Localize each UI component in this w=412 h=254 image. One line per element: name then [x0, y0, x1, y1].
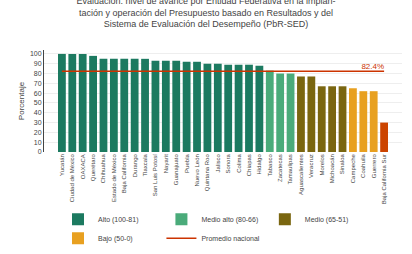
svg-text:Campeche: Campeche [350, 154, 356, 184]
svg-text:100: 100 [30, 50, 42, 57]
svg-text:Aguascalientes: Aguascalientes [298, 154, 304, 195]
svg-text:Medio (65-51): Medio (65-51) [305, 216, 349, 224]
svg-text:Durango: Durango [132, 154, 138, 178]
svg-text:82.4%: 82.4% [361, 62, 384, 71]
svg-text:20: 20 [34, 129, 42, 136]
svg-text:90: 90 [34, 60, 42, 67]
svg-text:Coahuila: Coahuila [360, 154, 366, 178]
svg-text:Querétaro: Querétaro [90, 154, 96, 182]
svg-text:80: 80 [34, 70, 42, 77]
svg-text:50: 50 [34, 99, 42, 106]
svg-text:Porcentaje: Porcentaje [17, 81, 26, 120]
svg-text:70: 70 [34, 80, 42, 87]
svg-text:Baja California: Baja California [121, 154, 127, 194]
svg-text:Morelos: Morelos [319, 154, 325, 175]
svg-text:Zacatecas: Zacatecas [277, 154, 283, 182]
svg-text:Alto (100-81): Alto (100-81) [98, 216, 138, 224]
svg-text:Ciudad de México: Ciudad de México [69, 154, 75, 203]
svg-text:Chiapas: Chiapas [246, 154, 252, 176]
svg-text:Sinaloa: Sinaloa [339, 154, 345, 175]
svg-text:Jalisco: Jalisco [215, 154, 221, 173]
svg-text:Guanajuato: Guanajuato [173, 154, 179, 186]
svg-text:60: 60 [34, 90, 42, 97]
svg-text:Puebla: Puebla [184, 154, 190, 173]
svg-text:Medio alto (80-66): Medio alto (80-66) [201, 216, 258, 224]
svg-text:Tabasco: Tabasco [267, 154, 273, 177]
svg-text:San Luis Potosí: San Luis Potosí [152, 154, 158, 196]
svg-text:Michoacán: Michoacán [329, 154, 335, 183]
svg-text:Nuevo León: Nuevo León [194, 154, 200, 186]
svg-text:OAXACA: OAXACA [80, 154, 86, 179]
svg-text:Colima: Colima [236, 154, 242, 173]
svg-text:Sonora: Sonora [225, 154, 231, 174]
svg-text:10: 10 [34, 139, 42, 146]
svg-text:Tamaulipas: Tamaulipas [288, 154, 294, 184]
svg-text:Quintana Roo: Quintana Roo [204, 154, 210, 192]
svg-text:40: 40 [34, 109, 42, 116]
svg-text:0: 0 [38, 148, 42, 155]
svg-text:Estado de México: Estado de México [111, 154, 117, 202]
svg-text:Bajo (50-0): Bajo (50-0) [98, 235, 133, 243]
svg-text:Nayarit: Nayarit [163, 154, 169, 173]
svg-text:Yucatán: Yucatán [59, 154, 65, 176]
svg-text:Chihuahua: Chihuahua [100, 154, 106, 184]
svg-text:30: 30 [34, 119, 42, 126]
svg-text:Tlaxcala: Tlaxcala [142, 154, 148, 177]
svg-text:Hidalgo: Hidalgo [256, 154, 262, 175]
svg-text:Evaluación: nivel de avance po: Evaluación: nivel de avance por Entidad … [76, 0, 335, 29]
svg-text:Baja California Sur: Baja California Sur [381, 154, 387, 204]
svg-text:Veracruz: Veracruz [308, 154, 314, 178]
svg-text:Guerrero: Guerrero [371, 154, 377, 179]
svg-text:Promedio nacional: Promedio nacional [201, 235, 259, 242]
